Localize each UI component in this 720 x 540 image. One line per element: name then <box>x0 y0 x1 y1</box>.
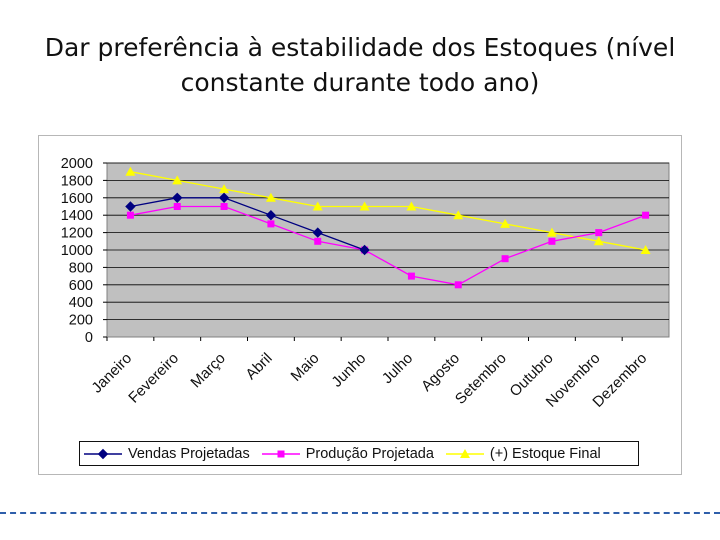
x-tick-label: Abril <box>243 350 276 383</box>
data-point <box>265 209 277 221</box>
y-tick-label: 800 <box>69 260 93 276</box>
x-tick-label: Junho <box>328 350 369 391</box>
data-point <box>500 218 511 228</box>
data-point <box>172 175 183 185</box>
legend-swatch <box>261 450 300 457</box>
legend-label: Produção Projetada <box>305 445 434 462</box>
data-point <box>277 450 285 457</box>
x-tick-label: Setembro <box>452 350 510 408</box>
data-point <box>501 255 509 263</box>
legend-label: (+) Estoque Final <box>489 445 601 462</box>
series-line <box>130 171 646 251</box>
data-point <box>265 192 276 202</box>
data-point <box>172 192 183 204</box>
x-tick-label: Janeiro <box>88 350 135 397</box>
y-tick-label: 600 <box>69 278 93 294</box>
y-tick-label: 1000 <box>61 243 93 259</box>
data-point <box>454 281 462 289</box>
y-tick-label: 1200 <box>61 226 93 242</box>
legend-item: Vendas Projetadas <box>84 446 250 462</box>
slide-title-line-2: constante durante todo ano) <box>180 68 540 97</box>
y-tick-label: 1600 <box>61 191 93 207</box>
slide-title: Dar preferência à estabilidade dos Estoq… <box>40 30 680 100</box>
data-point <box>173 203 181 210</box>
data-point <box>359 244 370 256</box>
y-tick-label: 400 <box>69 295 93 311</box>
x-tick-label: Agosto <box>418 350 463 395</box>
y-tick-label: 1800 <box>61 173 93 189</box>
x-tick-label: Março <box>187 350 228 391</box>
data-point <box>219 184 230 194</box>
legend-item: (+) Estoque Final <box>445 445 601 462</box>
data-point <box>546 227 557 237</box>
data-point <box>407 272 415 280</box>
data-point <box>406 201 417 211</box>
series-line <box>130 205 646 286</box>
footer-divider <box>0 512 720 514</box>
y-tick-label: 0 <box>85 330 93 346</box>
x-tick-label: Maio <box>288 350 323 385</box>
slide-title-line-1: Dar preferência à estabilidade dos Estoq… <box>44 33 676 62</box>
data-point <box>595 229 603 237</box>
data-point <box>593 236 604 246</box>
data-point <box>267 220 275 228</box>
data-point <box>97 448 109 459</box>
data-point <box>125 201 136 212</box>
data-point <box>640 245 651 254</box>
series-line <box>130 197 365 251</box>
chart-legend: Vendas Projetadas Produção Projetada (+) E… <box>79 441 639 466</box>
legend-item: Produção Projetada <box>261 445 434 462</box>
data-point <box>220 203 228 210</box>
y-tick-label: 2000 <box>61 156 93 172</box>
data-point <box>453 210 464 220</box>
data-point <box>218 192 230 204</box>
y-tick-label: 200 <box>69 313 93 329</box>
legend-swatch <box>84 448 122 459</box>
data-point <box>126 211 134 219</box>
legend-swatch <box>445 448 484 458</box>
legend-label: Vendas Projetadas <box>128 445 250 462</box>
data-point <box>314 237 322 245</box>
data-point <box>359 201 370 211</box>
y-tick-label: 1400 <box>61 208 93 224</box>
data-point <box>312 227 323 238</box>
data-point <box>642 211 650 219</box>
data-point <box>548 237 556 245</box>
x-tick-label: Julho <box>379 350 416 387</box>
data-point <box>312 201 323 211</box>
data-point <box>125 166 136 176</box>
data-point <box>459 448 470 458</box>
x-tick-label: Fevereiro <box>125 350 182 407</box>
chart-frame: 0 200 400 600 800 1000 1200 1400 1600 1800 2000 Jan… <box>38 135 682 475</box>
